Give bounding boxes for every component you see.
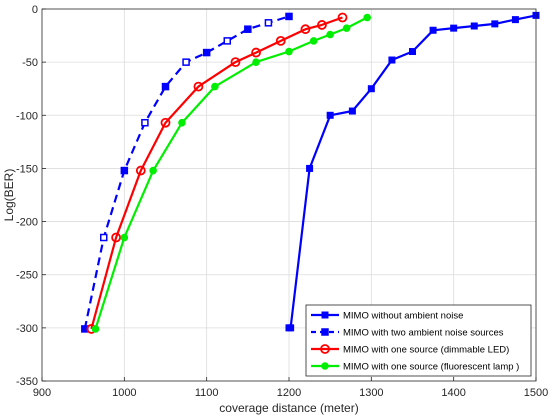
data-point <box>450 24 458 32</box>
data-point <box>161 82 170 91</box>
data-point <box>285 12 293 21</box>
data-point <box>120 166 129 175</box>
legend-label: MIMO without ambient noise <box>343 311 463 322</box>
data-point <box>202 48 211 57</box>
data-point <box>285 47 293 56</box>
series-1 <box>81 12 293 333</box>
data-point <box>306 164 314 172</box>
data-point <box>91 325 100 333</box>
series-layer <box>81 11 540 334</box>
data-point <box>252 58 260 66</box>
legend-label: MIMO with one source (dimmable LED) <box>343 345 509 356</box>
data-point <box>193 81 204 92</box>
legend-entry: MIMO without ambient noise <box>311 311 463 322</box>
y-tick-label: -100 <box>16 110 38 122</box>
data-point <box>287 324 295 332</box>
data-point <box>182 58 190 66</box>
y-tick-label: 0 <box>32 4 38 16</box>
data-point <box>120 233 129 242</box>
data-point <box>326 111 334 119</box>
x-axis-label: coverage distance (meter) <box>219 401 358 415</box>
legend: MIMO without ambient noise MIMO with two … <box>305 304 532 377</box>
x-tick-label: 1000 <box>112 387 136 399</box>
legend-entry: MIMO with one source (dimmable LED) <box>311 344 509 356</box>
data-point <box>264 19 273 27</box>
data-point <box>160 117 171 128</box>
data-point <box>326 30 334 39</box>
data-point <box>223 37 231 45</box>
x-tick-label: 1200 <box>277 387 301 399</box>
data-point <box>244 25 252 33</box>
data-point <box>300 24 311 35</box>
data-point <box>337 12 348 23</box>
legend-box <box>305 304 532 377</box>
legend-label: MIMO with one source (fluorescent lamp ) <box>343 362 519 373</box>
data-point <box>111 232 121 243</box>
data-point <box>511 16 519 24</box>
data-point <box>211 82 219 91</box>
data-point <box>251 47 261 58</box>
series-3 <box>91 13 372 333</box>
data-point <box>275 35 286 46</box>
x-tick-label: 1500 <box>524 387 548 399</box>
x-tick-label: 1300 <box>359 387 383 399</box>
data-point <box>491 20 499 28</box>
data-point <box>388 56 396 64</box>
data-point <box>230 57 241 68</box>
legend-label: MIMO with two ambient noise sources <box>343 328 504 339</box>
y-tick-label: -50 <box>22 57 38 69</box>
y-tick-label: -200 <box>16 217 38 229</box>
axis-ticks: 900 1000 1100 1200 1300 1400 1500 0 -50 -100 -150 -… <box>16 4 548 399</box>
data-point <box>321 328 329 336</box>
data-point <box>141 118 149 127</box>
data-point <box>367 85 375 93</box>
data-point <box>178 118 186 127</box>
data-point <box>309 37 318 45</box>
series-2 <box>86 12 348 334</box>
data-point <box>470 22 478 30</box>
data-point <box>100 233 108 242</box>
data-point <box>149 166 157 175</box>
legend-entry: MIMO with two ambient noise sources <box>311 328 504 339</box>
x-tick-label: 900 <box>33 387 51 399</box>
data-point <box>321 362 329 370</box>
data-point <box>317 20 327 30</box>
data-point <box>363 13 372 22</box>
y-tick-label: -250 <box>16 270 38 282</box>
y-tick-label: -350 <box>16 376 38 388</box>
data-point <box>320 344 330 354</box>
legend-entry: MIMO with one source (fluorescent lamp ) <box>311 362 519 373</box>
x-tick-label: 1400 <box>441 387 465 399</box>
y-tick-label: -150 <box>16 163 38 175</box>
data-point <box>342 24 351 32</box>
data-point <box>348 107 356 115</box>
series-line <box>90 16 343 330</box>
y-tick-label: -300 <box>16 323 38 335</box>
data-point <box>429 26 437 34</box>
data-point <box>409 48 416 56</box>
data-point <box>321 311 329 319</box>
data-point <box>135 165 146 176</box>
y-axis-label: Log(BER) <box>2 169 16 222</box>
series-0 <box>285 11 540 332</box>
x-tick-label: 1100 <box>195 387 219 399</box>
